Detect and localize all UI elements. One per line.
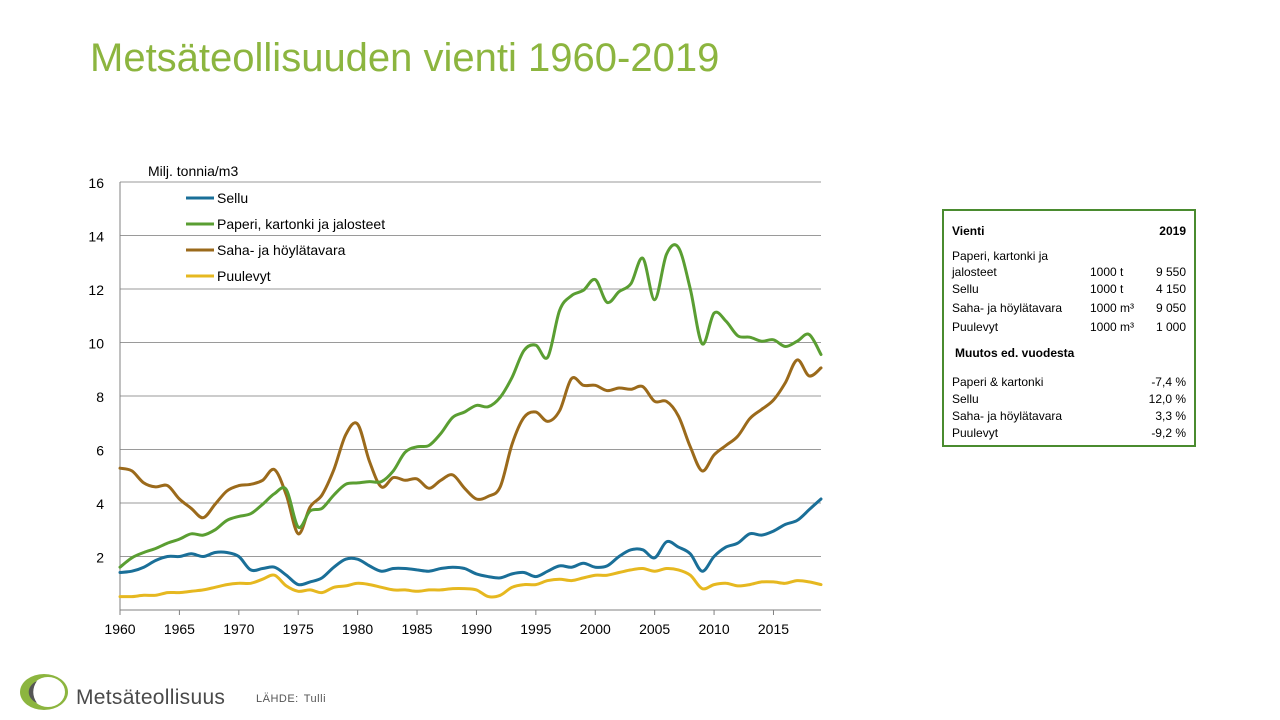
legend-label: Saha- ja höylätavara (217, 242, 346, 258)
y-tick-label: 14 (88, 229, 104, 245)
row-unit: 1000 m³ (1090, 320, 1135, 334)
x-tick-label: 1975 (283, 621, 314, 637)
change-heading-row: Muutos ed. vuodesta (955, 345, 1186, 362)
y-tick-label: 10 (88, 336, 104, 352)
row-label: Paperi, kartonki ja (952, 249, 1049, 263)
row-unit: 1000 m³ (1090, 301, 1135, 315)
y-tick-label: 16 (88, 175, 104, 191)
change-label: Saha- ja höylätavara (952, 409, 1063, 423)
row-value: 9 050 (1155, 301, 1186, 315)
change-label: Sellu (952, 392, 979, 406)
source-label: LÄHDE: (256, 693, 299, 705)
table-row: Saha- ja höylätavara 1000 m³ 9 050 (952, 300, 1186, 317)
x-tick-label: 2000 (580, 621, 611, 637)
y-tick-label: 2 (96, 550, 104, 566)
source-value: Tulli (303, 693, 327, 705)
table-header-row: Vienti 2019 (952, 223, 1186, 240)
x-tick-label: 1985 (401, 621, 432, 637)
row-label: Sellu (952, 282, 979, 296)
change-value: 3,3 % (1155, 409, 1186, 423)
table-row: Paperi, kartonki ja (952, 248, 1186, 265)
table-row: Puulevyt 1000 m³ 1 000 (952, 319, 1186, 336)
table-header-year: 2019 (1159, 224, 1186, 238)
change-row: Saha- ja höylätavara 3,3 % (952, 408, 1186, 425)
brand-name: Metsäteollisuus (76, 686, 226, 709)
y-tick-label: 12 (88, 282, 104, 298)
row-value: 1 000 (1155, 320, 1186, 334)
legend-label: Puulevyt (217, 268, 271, 284)
change-label: Paperi & kartonki (952, 375, 1044, 389)
y-axis-title: Milj. tonnia/m3 (148, 163, 238, 179)
table-header-label: Vienti (952, 224, 985, 238)
change-value: -9,2 % (1151, 426, 1186, 440)
x-tick-label: 1990 (461, 621, 492, 637)
change-value: 12,0 % (1148, 392, 1186, 406)
change-row: Sellu 12,0 % (952, 391, 1186, 408)
page-title: Metsäteollisuuden vienti 1960-2019 (90, 36, 720, 80)
change-value: -7,4 % (1151, 375, 1186, 389)
x-tick-label: 2015 (758, 621, 789, 637)
x-tick-label: 1980 (342, 621, 373, 637)
x-tick-label: 1995 (520, 621, 551, 637)
x-tick-label: 2005 (639, 621, 670, 637)
row-unit: 1000 t (1090, 282, 1124, 296)
series-line (118, 566, 823, 599)
change-heading: Muutos ed. vuodesta (955, 346, 1075, 360)
row-unit: 1000 t (1090, 265, 1124, 279)
row-value: 9 550 (1155, 265, 1186, 279)
x-tick-label: 1970 (223, 621, 254, 637)
x-tick-label: 1960 (104, 621, 135, 637)
y-tick-label: 8 (96, 389, 104, 405)
table-row: jalosteet 1000 t 9 550 (952, 264, 1186, 281)
row-label: Saha- ja höylätavara (952, 301, 1063, 315)
series-line (118, 358, 823, 536)
row-label: jalosteet (952, 265, 997, 279)
change-row: Paperi & kartonki -7,4 % (952, 374, 1186, 391)
y-tick-label: 6 (96, 443, 104, 459)
change-label: Puulevyt (952, 426, 999, 440)
table-row: Sellu 1000 t 4 150 (952, 281, 1186, 298)
x-tick-label: 2010 (698, 621, 729, 637)
export-stats-table: Vienti 2019 Paperi, kartonki ja jalostee… (942, 209, 1196, 447)
y-tick-label: 4 (96, 496, 104, 512)
row-value: 4 150 (1155, 282, 1186, 296)
series-line (118, 497, 823, 587)
legend-label: Paperi, kartonki ja jalosteet (217, 216, 385, 232)
series-line (118, 243, 823, 569)
row-label: Puulevyt (952, 320, 999, 334)
legend-label: Sellu (217, 190, 248, 206)
x-tick-label: 1965 (164, 621, 195, 637)
source-note: LÄHDE: Tulli (256, 693, 331, 705)
metsateollisuus-logo-icon (20, 674, 68, 710)
change-row: Puulevyt -9,2 % (952, 425, 1186, 442)
